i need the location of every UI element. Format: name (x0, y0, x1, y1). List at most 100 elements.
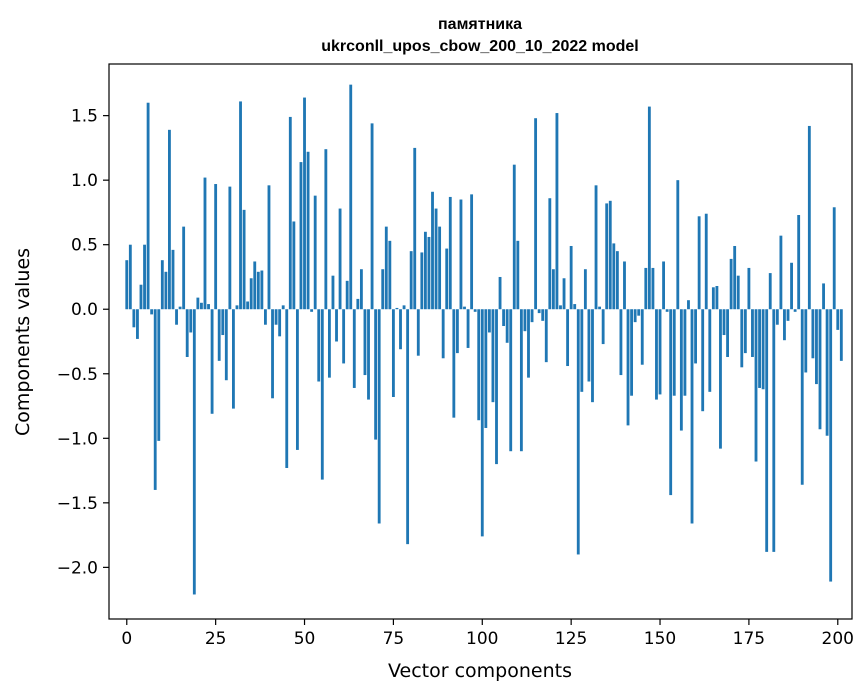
bar-126 (573, 304, 577, 310)
bar-89 (441, 309, 445, 359)
bar-136 (608, 200, 612, 310)
bar-143 (633, 309, 637, 323)
bar-184 (779, 235, 783, 310)
bar-120 (551, 269, 555, 310)
bar-100 (480, 309, 484, 537)
bar-33 (242, 209, 246, 310)
y-tick-label: 0.0 (71, 300, 98, 320)
bar-159 (690, 309, 694, 524)
bar-29 (228, 186, 232, 310)
bar-99 (477, 309, 481, 421)
bar-178 (758, 309, 761, 388)
bar-113 (527, 309, 530, 378)
bar-34 (246, 301, 250, 310)
chart-subtitle: ukrconll_upos_cbow_200_10_2022 model (321, 38, 638, 55)
bar-144 (637, 309, 641, 316)
bar-27 (221, 309, 225, 336)
y-tick-label: −1.5 (57, 494, 98, 514)
x-tick-label: 175 (733, 629, 765, 649)
bar-10 (160, 260, 164, 310)
bar-156 (679, 309, 683, 431)
bar-101 (484, 309, 488, 428)
bar-139 (619, 309, 623, 376)
bar-112 (523, 309, 527, 332)
bar-168 (722, 309, 726, 336)
x-tick-label: 50 (294, 629, 316, 649)
bar-53 (313, 195, 317, 310)
bar-105 (498, 276, 502, 310)
bar-84 (423, 231, 427, 310)
bar-60 (338, 208, 342, 310)
bar-115 (534, 118, 538, 310)
bar-42 (274, 309, 278, 325)
bar-197 (825, 309, 829, 436)
bar-57 (327, 309, 331, 378)
bar-98 (473, 309, 477, 312)
bar-8 (153, 309, 157, 490)
bar-177 (754, 309, 758, 462)
bar-15 (178, 306, 182, 310)
bar-181 (768, 273, 772, 310)
bar-31 (235, 305, 239, 310)
bar-188 (793, 309, 797, 312)
bar-3 (136, 309, 139, 339)
bar-56 (324, 149, 328, 310)
bar-171 (733, 245, 737, 310)
y-tick-label: −0.5 (57, 365, 98, 385)
bar-102 (487, 309, 491, 333)
bar-11 (164, 271, 168, 310)
bar-13 (171, 249, 175, 310)
bar-123 (562, 278, 566, 310)
bar-129 (583, 269, 587, 310)
x-axis-label: Vector components (388, 660, 572, 682)
bar-122 (559, 305, 562, 310)
bar-58 (331, 275, 335, 310)
bar-187 (790, 262, 793, 310)
bar-80 (409, 251, 413, 310)
bar-62 (345, 280, 349, 310)
bar-198 (829, 309, 833, 582)
bar-158 (687, 300, 690, 310)
bar-79 (406, 309, 410, 545)
bar-19 (192, 309, 196, 595)
bar-51 (306, 151, 310, 310)
x-tick-label: 0 (121, 629, 132, 649)
bar-86 (431, 191, 434, 310)
bar-49 (299, 162, 303, 310)
bar-1 (128, 244, 132, 310)
bar-180 (765, 309, 769, 552)
bar-81 (413, 147, 417, 310)
bar-14 (175, 309, 178, 325)
bar-59 (335, 309, 338, 342)
bar-73 (384, 226, 388, 310)
bar-45 (285, 309, 289, 468)
bar-190 (800, 309, 804, 485)
y-axis-ticks: −2.0 −1.5 −1.0 −0.5 0.0 0.5 1.0 1.5 (57, 107, 109, 578)
bar-6 (146, 102, 150, 310)
y-axis-label: Components values (12, 248, 34, 436)
bar-64 (352, 309, 356, 388)
bar-194 (815, 309, 818, 385)
bar-95 (463, 306, 466, 310)
bar-43 (278, 309, 282, 337)
bar-163 (704, 213, 708, 310)
bar-170 (729, 258, 733, 310)
bar-173 (740, 309, 744, 368)
bar-201 (839, 309, 843, 361)
bar-39 (264, 309, 267, 325)
bar-75 (391, 309, 395, 397)
bar-55 (320, 309, 324, 480)
y-tick-label: 1.0 (71, 171, 98, 191)
bar-182 (772, 309, 776, 552)
bar-44 (281, 305, 285, 310)
x-tick-label: 25 (205, 629, 227, 649)
bar-66 (359, 269, 363, 310)
bar-155 (676, 180, 680, 310)
bar-119 (548, 198, 552, 310)
bar-71 (377, 309, 381, 524)
bar-185 (783, 309, 786, 341)
bar-74 (388, 240, 392, 310)
bar-151 (662, 261, 665, 310)
x-tick-label: 150 (644, 629, 676, 649)
bar-18 (189, 309, 193, 333)
